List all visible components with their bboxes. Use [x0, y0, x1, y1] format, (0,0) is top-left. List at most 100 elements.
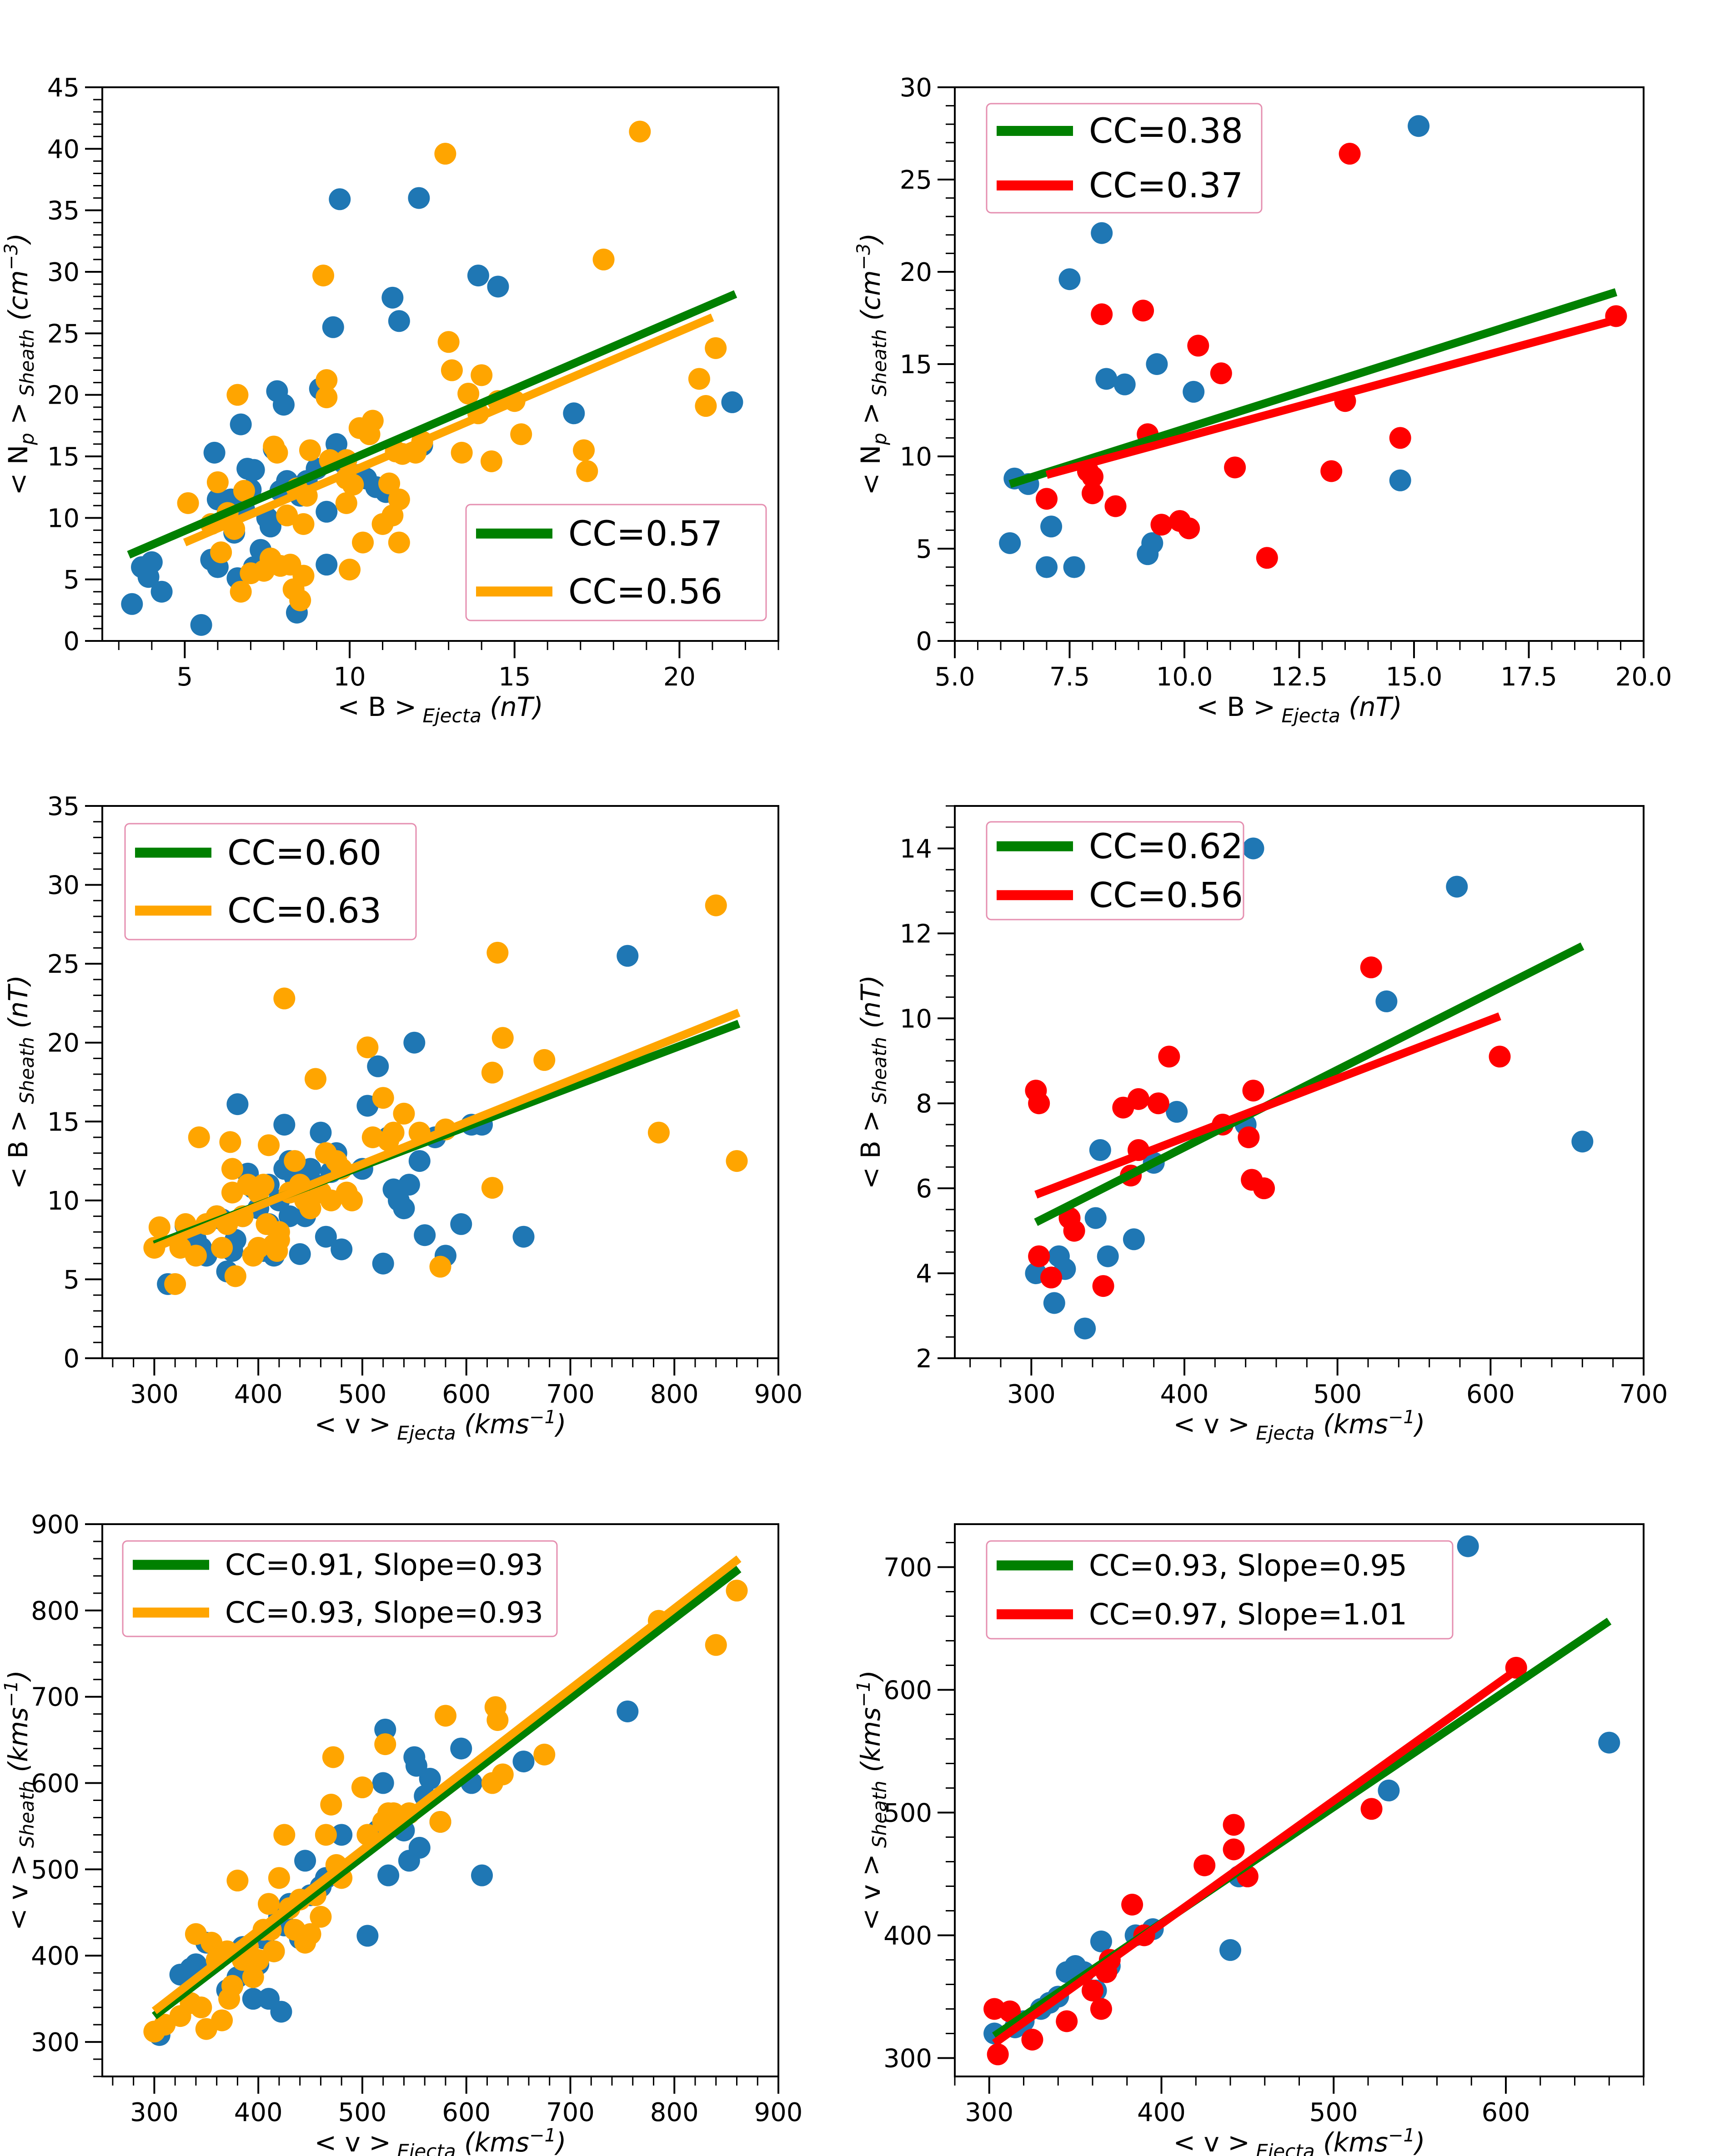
- scatter-point-blue: [294, 1850, 316, 1872]
- y-tick-label: 20: [900, 258, 932, 287]
- scatter-point-blue: [1242, 837, 1264, 860]
- scatter-point-orange: [342, 474, 364, 496]
- y-tick-label: 30: [47, 871, 80, 900]
- scatter-point-orange: [378, 472, 401, 495]
- scatter-point-orange: [486, 1709, 509, 1731]
- y-tick-label: 400: [31, 1941, 80, 1971]
- legend-label: CC=0.38: [1089, 110, 1243, 151]
- scatter-point-orange: [320, 1793, 342, 1816]
- scatter-point-blue: [1446, 875, 1468, 898]
- scatter-point-red: [1320, 460, 1343, 482]
- scatter-point-orange: [258, 1893, 280, 1915]
- y-tick-label: 25: [47, 950, 80, 979]
- scatter-point-orange: [726, 1580, 748, 1602]
- scatter-point-red: [1339, 143, 1361, 165]
- scatter-point-orange: [310, 1906, 332, 1928]
- scatter-point-blue: [230, 413, 252, 435]
- scatter-point-red: [1360, 1798, 1383, 1820]
- scatter-point-orange: [382, 1121, 405, 1144]
- scatter-point-orange: [647, 1121, 670, 1144]
- scatter-point-red: [1223, 1838, 1245, 1861]
- panel-np-vs-b-ejecta-left: 5 10 15 20 0 5 10 15 20 25 30 35 40 45 CC=0.57 CC=0.56 <…: [1, 73, 779, 727]
- scatter-point-blue: [1089, 1139, 1111, 1161]
- y-axis-label: < Np > Sheath (cm−3): [853, 233, 891, 495]
- scatter-point-blue: [226, 1093, 249, 1116]
- legend: CC=0.38 CC=0.37: [986, 103, 1263, 214]
- scatter-point-orange: [268, 1867, 290, 1889]
- scatter-point-orange: [226, 384, 249, 406]
- scatter-point-orange: [263, 1940, 285, 1962]
- y-tick-label: 500: [883, 1799, 932, 1828]
- scatter-point-red: [1147, 1092, 1169, 1115]
- plot-frame: [101, 86, 779, 642]
- y-tick-label: 300: [31, 2028, 80, 2057]
- y-tick-label: 600: [31, 1769, 80, 1799]
- scatter-point-orange: [230, 580, 252, 603]
- scatter-point-orange: [388, 488, 410, 510]
- scatter-point-orange: [374, 1733, 396, 1756]
- scatter-point-blue: [190, 614, 212, 636]
- scatter-point-orange: [705, 1634, 727, 1656]
- scatter-point-blue: [721, 391, 743, 413]
- scatter-point-blue: [1375, 990, 1398, 1012]
- legend-label: CC=0.91, Slope=0.93: [225, 1549, 543, 1582]
- scatter-point-blue: [617, 945, 639, 967]
- scatter-point-orange: [233, 480, 255, 502]
- y-tick-label: 30: [900, 73, 932, 103]
- x-tick-label: 500: [338, 2098, 386, 2127]
- scatter-point-orange: [221, 1158, 243, 1180]
- series-orange: [177, 120, 727, 611]
- x-tick-label: 12.5: [1271, 662, 1328, 692]
- scatter-point-orange: [273, 987, 296, 1010]
- scatter-point-red: [1242, 1080, 1264, 1102]
- scatter-point-orange: [576, 460, 598, 482]
- scatter-point-blue: [471, 1864, 493, 1886]
- fit-line-green: [151, 1566, 742, 2020]
- x-tick-label: 15: [498, 662, 531, 692]
- plot-frame: [954, 1523, 1645, 2077]
- scatter-point-blue: [1084, 1207, 1107, 1229]
- scatter-point-red: [1091, 303, 1113, 325]
- scatter-point-blue: [414, 1224, 436, 1246]
- y-tick-label: 300: [883, 2044, 932, 2074]
- scatter-point-orange: [434, 143, 456, 165]
- major-ticks: 300 400 500 600 700 800 900 300 400 500 600 700 800 9…: [31, 1510, 802, 2127]
- scatter-point-orange: [429, 1811, 451, 1833]
- scatter-point-blue: [1183, 380, 1205, 403]
- y-tick-label: 35: [47, 196, 80, 226]
- y-tick-label: 6: [916, 1174, 932, 1204]
- scatter-point-red: [1121, 1894, 1143, 1916]
- scatter-point-orange: [480, 450, 502, 472]
- major-ticks: 300 400 500 600 700 2 4 6 8 10 12 14: [900, 834, 1668, 1409]
- scatter-point-blue: [408, 1836, 431, 1859]
- scatter-point-blue: [405, 1755, 427, 1777]
- scatter-point-orange: [592, 248, 615, 270]
- x-axis-label: < B > Ejecta (nT): [1196, 691, 1402, 727]
- x-tick-label: 400: [234, 1380, 283, 1409]
- legend-label: CC=0.93, Slope=0.95: [1089, 1549, 1407, 1583]
- fit-line-green: [127, 290, 737, 559]
- legend-label: CC=0.60: [227, 832, 381, 873]
- scatter-point-orange: [304, 1068, 326, 1090]
- scatter-point-orange: [289, 589, 311, 611]
- fit-line-orange: [183, 313, 714, 546]
- legend-label: CC=0.56: [568, 571, 722, 611]
- scatter-point-blue: [398, 1174, 420, 1196]
- y-tick-label: 5: [63, 565, 80, 595]
- scatter-point-orange: [273, 1824, 296, 1846]
- y-tick-label: 10: [900, 1004, 932, 1034]
- scatter-point-blue: [487, 275, 509, 298]
- scatter-point-orange: [322, 1746, 344, 1768]
- scatter-point-blue: [1408, 115, 1430, 137]
- scatter-point-blue: [450, 1213, 472, 1235]
- x-tick-label: 900: [754, 2098, 803, 2127]
- scatter-point-red: [1210, 362, 1232, 385]
- scatter-point-red: [1132, 300, 1154, 322]
- scatter-point-red: [1028, 1245, 1050, 1267]
- scatter-point-blue: [1146, 353, 1168, 375]
- scatter-point-blue: [512, 1751, 535, 1773]
- scatter-point-orange: [221, 1975, 243, 1997]
- scatter-point-blue: [243, 459, 265, 481]
- scatter-point-orange: [258, 1134, 280, 1156]
- scatter-point-blue: [1040, 515, 1063, 538]
